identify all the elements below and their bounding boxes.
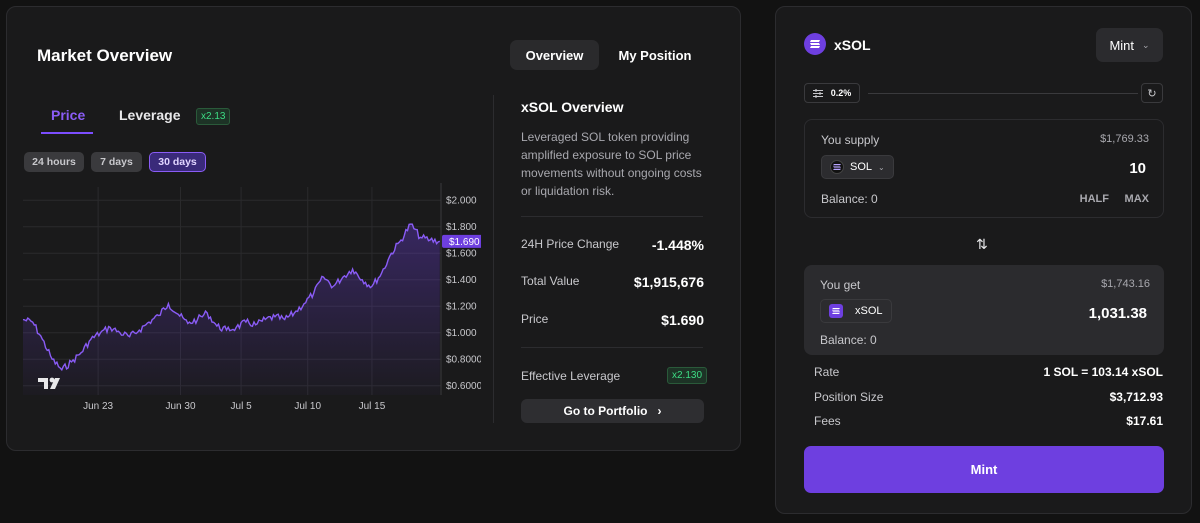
price-area [23,224,440,395]
supply-box: You supply $1,769.33 SOL ⌄ 10 Balance: 0… [804,119,1164,218]
overview-divider-2 [521,347,703,348]
total-value-value: $1,915,676 [633,274,704,290]
position-size-value: $3,712.93 [1109,390,1163,404]
slippage-value: 0.2% [830,88,852,98]
go-to-portfolio-button[interactable]: Go to Portfolio › [521,399,704,423]
tradingview-logo [38,377,60,389]
y-tick-label: $0.6000 [446,381,481,392]
get-usd: $1,743.16 [1101,278,1150,290]
half-button[interactable]: HALF [1079,193,1109,205]
rate-value: 1 SOL = 103.14 xSOL [1043,365,1163,379]
chevron-right-icon: › [657,404,662,418]
overview-title: xSOL Overview [521,99,624,115]
x-tick-label: Jul 10 [294,401,321,412]
x-tick-label: Jul 5 [231,401,253,412]
y-tick-label: $1.600 [446,249,477,260]
y-axis: $2.000 $1.800 $1.600 $1.400 $1.200 $1.000 $0.8… [446,196,481,392]
y-tick-label: $1.800 [446,222,477,233]
y-tick-label: $2.000 [446,196,477,207]
supply-amount-input[interactable]: 10 [1129,160,1146,177]
swap-panel: xSOL Mint ⌄ 0.2% ↻ You supply $1,769.33 … [775,6,1192,514]
swap-direction-icon[interactable]: ⇅ [976,236,988,252]
price-value: $1.690 [661,312,704,328]
tab-leverage[interactable]: Leverage [119,107,181,123]
xsol-token-icon [804,33,826,55]
price-chart[interactable]: $2.000 $1.800 $1.600 $1.400 $1.200 $1.000 $0.8… [21,183,481,415]
supply-token-name: SOL [850,161,873,173]
effective-leverage-badge: x2.130 [667,367,708,384]
rate-label: Rate [814,365,840,379]
position-size-label: Position Size [814,390,884,404]
tab-price[interactable]: Price [51,107,86,123]
slippage-button[interactable]: 0.2% [804,83,860,103]
supply-token-selector[interactable]: SOL ⌄ [821,155,894,179]
x-tick-label: Jul 15 [359,401,386,412]
get-box: You get $1,743.16 xSOL 1,031.38 Balance:… [804,265,1164,355]
price-change-label: 24H Price Change [521,237,620,251]
market-overview-title: Market Overview [37,46,173,65]
effective-leverage-label: Effective Leverage [521,369,621,383]
supply-usd: $1,769.33 [1100,133,1149,145]
range-24-hours[interactable]: 24 hours [24,152,84,172]
overview-divider-1 [521,216,703,217]
range-7-days[interactable]: 7 days [91,152,142,172]
last-price-label: $1.690 [449,237,480,248]
refresh-icon[interactable]: ↻ [1141,83,1163,103]
fees-value: $17.61 [1126,414,1163,428]
token-name: xSOL [834,37,871,53]
x-tick-label: Jun 23 [83,401,113,412]
fees-label: Fees [814,414,841,428]
price-change-value: -1.448% [651,237,704,253]
max-button[interactable]: MAX [1124,193,1149,205]
y-tick-label: $1.000 [446,328,477,339]
tab-overview[interactable]: Overview [510,40,599,70]
get-amount: 1,031.38 [1088,305,1147,322]
xsol-token-icon [829,304,843,318]
last-price-tag-bg [442,234,481,248]
y-tick-label: $1.200 [446,302,477,313]
mint-button[interactable]: Mint [804,446,1164,493]
last-price-tag: $1.690 [442,234,481,248]
price-tab-underline [41,132,93,134]
panel-divider [493,95,494,423]
slippage-divider [868,93,1138,94]
y-tick-label: $0.8000 [446,355,481,366]
chevron-down-icon: ⌄ [878,162,885,172]
supply-balance: Balance: 0 [821,192,878,206]
supply-label: You supply [821,133,880,147]
market-overview-panel: Market Overview Overview My Position Pri… [6,6,741,451]
leverage-badge: x2.13 [196,108,231,125]
get-label: You get [820,278,861,292]
get-balance: Balance: 0 [820,333,877,347]
total-value-label: Total Value [521,274,580,288]
x-tick-label: Jun 30 [165,401,195,412]
mode-dropdown[interactable]: Mint ⌄ [1096,28,1163,62]
go-to-portfolio-label: Go to Portfolio [563,404,648,418]
sliders-icon [812,88,823,98]
price-label: Price [521,312,549,326]
range-30-days[interactable]: 30 days [149,152,206,172]
get-token-display: xSOL [820,299,892,323]
overview-description: Leveraged SOL token providing amplified … [521,130,702,198]
mode-dropdown-value: Mint [1109,37,1134,53]
tab-my-position[interactable]: My Position [618,47,692,63]
y-tick-label: $1.400 [446,275,477,286]
x-axis: Jun 23 Jun 30 Jul 5 Jul 10 Jul 15 [83,401,386,412]
price-line [22,223,441,372]
get-token-name: xSOL [855,305,883,317]
sol-token-icon [830,160,844,174]
chevron-down-icon: ⌄ [1142,39,1150,50]
